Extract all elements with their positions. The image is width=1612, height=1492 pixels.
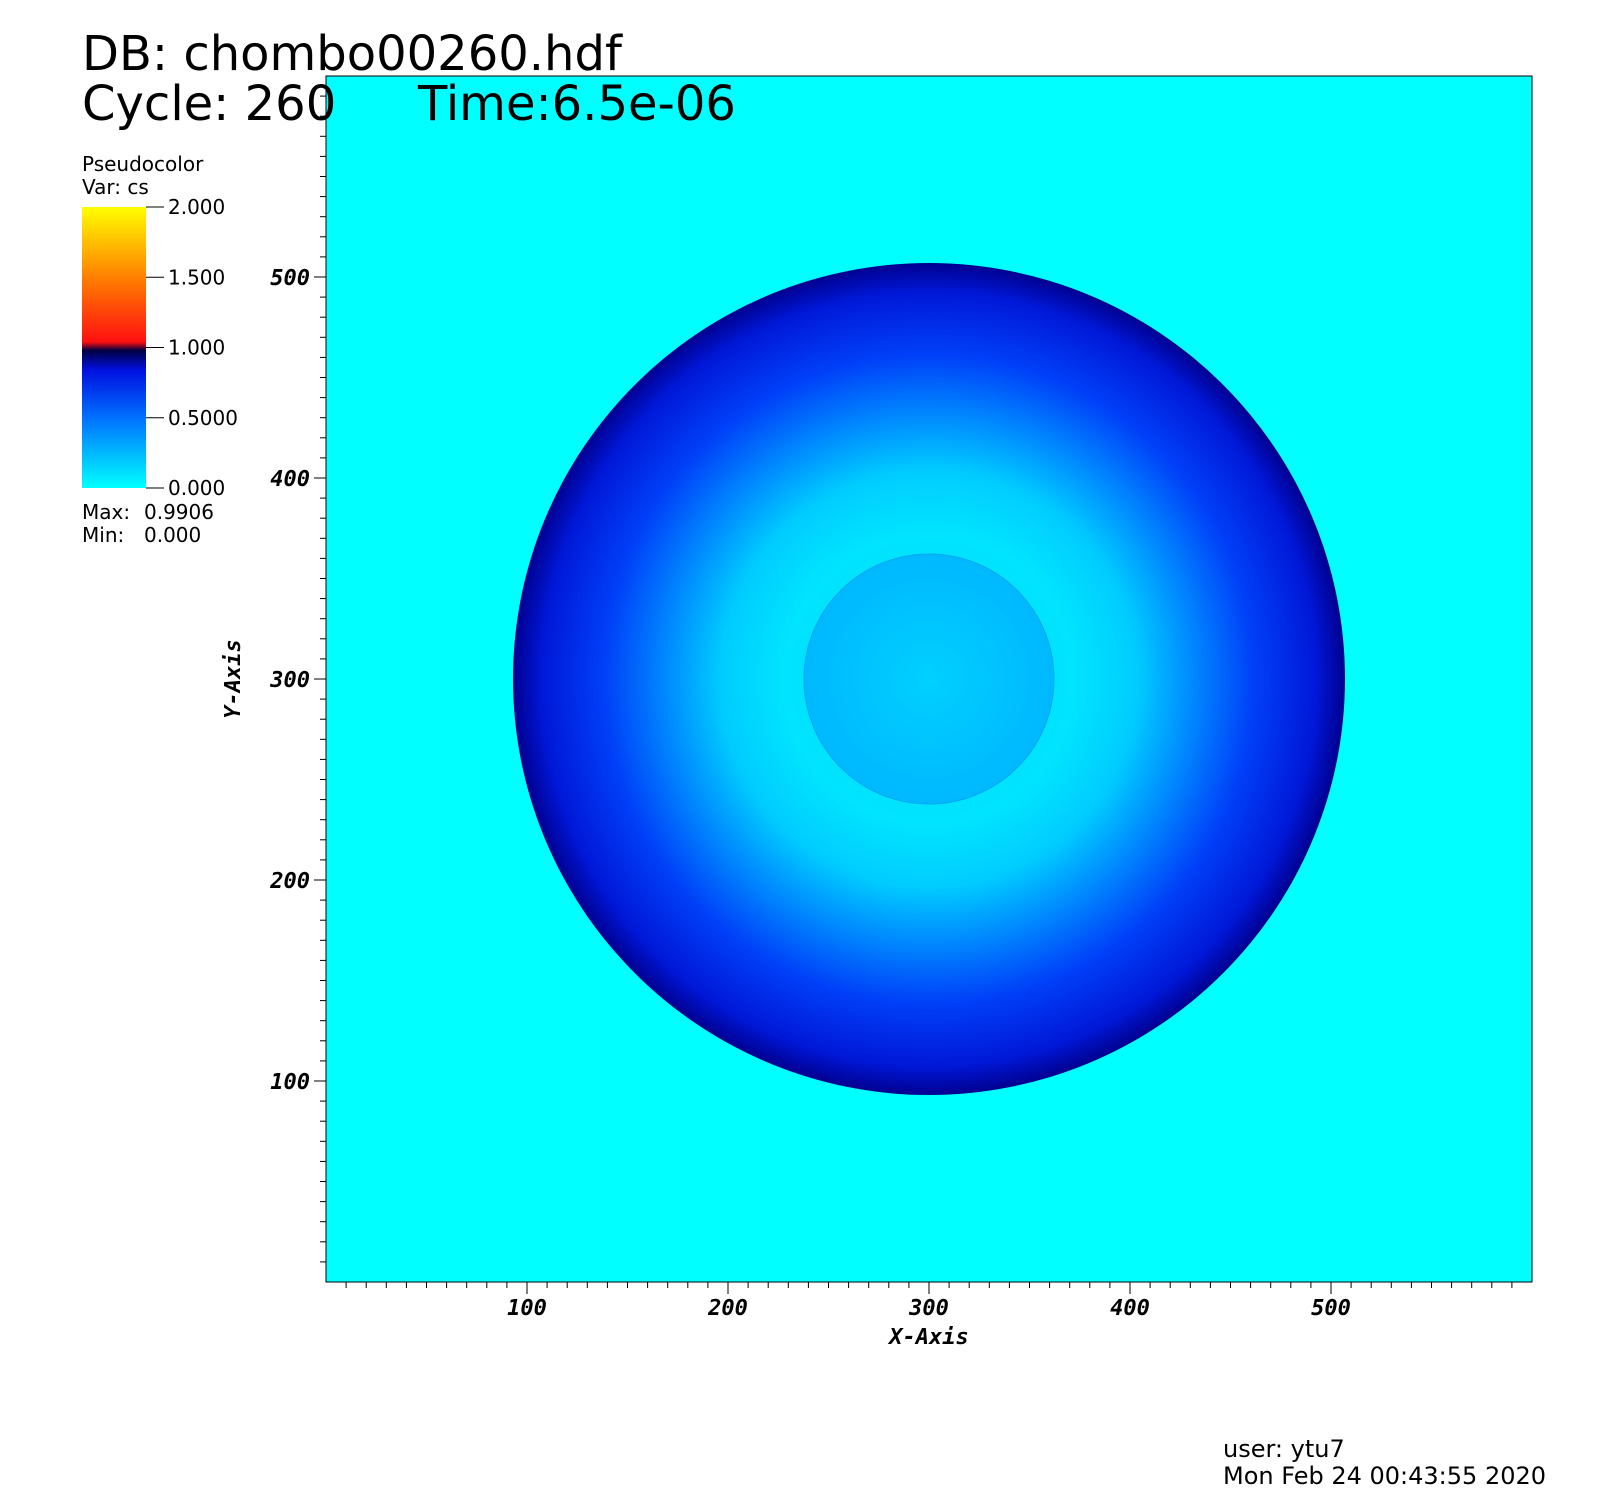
legend-plot: Pseudocolor <box>82 152 204 176</box>
x-tick-label: 500 <box>1311 1296 1351 1321</box>
y-tick-label: 300 <box>269 668 310 693</box>
legend-min-label: Min: <box>82 523 124 547</box>
time-title: Time:6.5e-06 <box>417 76 736 132</box>
y-tick-label: 200 <box>269 869 310 894</box>
y-axis-label: Y-Axis <box>221 639 246 718</box>
colorbar-tick-label: 0.5000 <box>168 406 238 430</box>
db-title: DB: chombo00260.hdf <box>82 26 623 82</box>
x-tick-label: 400 <box>1110 1296 1150 1321</box>
x-axis-label: X-Axis <box>887 1325 968 1350</box>
x-tick-label: 300 <box>908 1296 949 1321</box>
inner-core <box>803 553 1055 805</box>
legend-min: 0.000 <box>144 523 201 547</box>
date: Mon Feb 24 00:43:55 2020 <box>1223 1462 1546 1490</box>
y-tick-label: 100 <box>270 1070 310 1095</box>
x-tick-label: 200 <box>707 1296 748 1321</box>
colorbar-tick-label: 0.000 <box>168 476 225 500</box>
legend-max-label: Max: <box>82 500 130 524</box>
y-tick-label: 500 <box>270 266 310 291</box>
colorbar-tick-label: 1.000 <box>168 336 225 360</box>
user: user: ytu7 <box>1223 1435 1345 1463</box>
colorbar-tick-label: 2.000 <box>168 195 225 219</box>
y-tick-label: 400 <box>270 467 310 492</box>
legend-max: 0.9906 <box>144 500 214 524</box>
cycle-title: Cycle: 260 <box>82 76 336 132</box>
legend-var: Var: cs <box>82 175 149 199</box>
colorbar <box>82 207 146 488</box>
x-tick-label: 100 <box>507 1296 547 1321</box>
title-block: DB: chombo00260.hdf Cycle: 260 Time:6.5e… <box>82 26 736 132</box>
colorbar-tick-label: 1.500 <box>168 265 225 289</box>
